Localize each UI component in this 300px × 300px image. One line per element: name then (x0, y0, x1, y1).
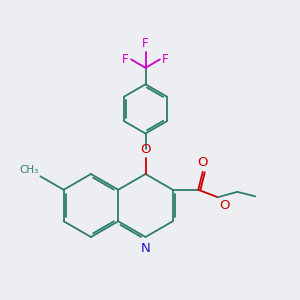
Text: F: F (142, 37, 149, 50)
Text: F: F (122, 53, 129, 66)
Text: F: F (162, 53, 169, 66)
Text: CH₃: CH₃ (20, 165, 39, 175)
Text: O: O (140, 143, 151, 156)
Text: O: O (219, 199, 230, 212)
Text: O: O (197, 156, 208, 169)
Text: N: N (141, 242, 150, 255)
